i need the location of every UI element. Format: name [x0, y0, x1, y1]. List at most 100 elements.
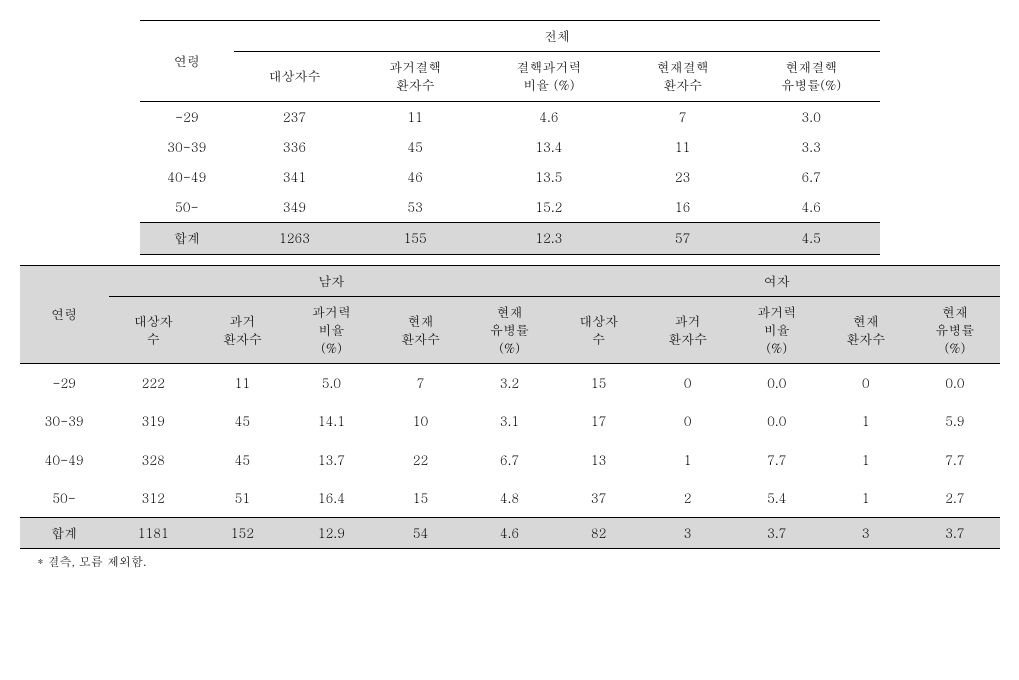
cell: 328: [109, 441, 198, 479]
cell: 7: [622, 101, 743, 132]
cell: 4.6: [743, 192, 880, 223]
t2-fcol-3: 현재 환자수: [821, 296, 910, 364]
summary-table-total: 연령 전체 대상자수 과거결핵 환자수 결핵과거력 비율 (%) 현재결핵 환자…: [140, 20, 880, 255]
cell: 0: [643, 364, 732, 403]
cell: 3.1: [465, 402, 554, 440]
table-row: 40-49 341 46 13.5 23 6.7: [140, 162, 880, 192]
cell: 5.0: [287, 364, 376, 403]
cell: 합계: [140, 223, 235, 254]
t2-mcol-2: 과거력 비율 (%): [287, 296, 376, 364]
cell: 155: [355, 223, 476, 254]
cell: 50-: [140, 192, 235, 223]
cell: 0: [643, 402, 732, 440]
cell: 4.8: [465, 479, 554, 518]
cell: 7: [376, 364, 465, 403]
t1-col-3: 현재결핵 환자수: [622, 52, 743, 101]
cell: 53: [355, 192, 476, 223]
table-row: -29 222 11 5.0 7 3.2 15 0 0.0 0 0.0: [20, 364, 1000, 403]
cell: 222: [109, 364, 198, 403]
t1-age-header: 연령: [140, 21, 235, 102]
t2-mcol-0: 대상자 수: [109, 296, 198, 364]
cell: 30-39: [20, 402, 109, 440]
t1-col-2: 결핵과거력 비율 (%): [476, 52, 623, 101]
t1-col-1: 과거결핵 환자수: [355, 52, 476, 101]
cell: 30-39: [140, 132, 235, 162]
cell: 합계: [20, 518, 109, 549]
t2-mcol-1: 과거 환자수: [198, 296, 287, 364]
cell: 13.4: [476, 132, 623, 162]
total-row: 합계 1263 155 12.3 57 4.5: [140, 223, 880, 254]
cell: 6.7: [465, 441, 554, 479]
table-row: 40-49 328 45 13.7 22 6.7 13 1 7.7 1 7.7: [20, 441, 1000, 479]
t2-mcol-3: 현재 환자수: [376, 296, 465, 364]
cell: 7.7: [732, 441, 821, 479]
table-row: 30-39 336 45 13.4 11 3.3: [140, 132, 880, 162]
cell: -29: [20, 364, 109, 403]
cell: 13: [554, 441, 643, 479]
cell: 16.4: [287, 479, 376, 518]
cell: 14.1: [287, 402, 376, 440]
cell: 349: [234, 192, 355, 223]
t1-col-4: 현재결핵 유병률(%): [743, 52, 880, 101]
cell: 23: [622, 162, 743, 192]
cell: 319: [109, 402, 198, 440]
cell: 4.6: [476, 101, 623, 132]
cell: 1: [821, 402, 910, 440]
cell: 15: [376, 479, 465, 518]
summary-table-by-sex: 연령 남자 여자 대상자 수 과거 환자수 과거력 비율 (%) 현재 환자수 …: [20, 265, 1000, 550]
cell: 1: [821, 441, 910, 479]
table-row: 50- 349 53 15.2 16 4.6: [140, 192, 880, 223]
cell: 336: [234, 132, 355, 162]
cell: 16: [622, 192, 743, 223]
cell: 17: [554, 402, 643, 440]
cell: 2: [643, 479, 732, 518]
table-row: 50- 312 51 16.4 15 4.8 37 2 5.4 1 2.7: [20, 479, 1000, 518]
cell: 46: [355, 162, 476, 192]
cell: 40-49: [140, 162, 235, 192]
t2-fcol-4: 현재 유병률 (%): [910, 296, 999, 364]
t2-mcol-4: 현재 유병률 (%): [465, 296, 554, 364]
cell: 0.0: [732, 402, 821, 440]
cell: 3.3: [743, 132, 880, 162]
cell: 312: [109, 479, 198, 518]
cell: 82: [554, 518, 643, 549]
cell: 3.0: [743, 101, 880, 132]
table-row: -29 237 11 4.6 7 3.0: [140, 101, 880, 132]
cell: 6.7: [743, 162, 880, 192]
cell: 341: [234, 162, 355, 192]
cell: 51: [198, 479, 287, 518]
total-row: 합계 1181 152 12.9 54 4.6 82 3 3.7 3 3.7: [20, 518, 1000, 549]
cell: 0.0: [732, 364, 821, 403]
t2-female-header: 여자: [554, 265, 999, 296]
cell: 37: [554, 479, 643, 518]
cell: 45: [198, 402, 287, 440]
cell: 13.5: [476, 162, 623, 192]
cell: 3.7: [910, 518, 999, 549]
cell: 40-49: [20, 441, 109, 479]
cell: 15.2: [476, 192, 623, 223]
cell: 11: [355, 101, 476, 132]
cell: 15: [554, 364, 643, 403]
cell: 2.7: [910, 479, 999, 518]
cell: 45: [198, 441, 287, 479]
cell: 4.6: [465, 518, 554, 549]
t1-group-header: 전체: [234, 21, 879, 52]
cell: 13.7: [287, 441, 376, 479]
cell: 3.7: [732, 518, 821, 549]
cell: 3: [643, 518, 732, 549]
cell: 1263: [234, 223, 355, 254]
table-row: 30-39 319 45 14.1 10 3.1 17 0 0.0 1 5.9: [20, 402, 1000, 440]
cell: 4.5: [743, 223, 880, 254]
cell: 0.0: [910, 364, 999, 403]
t2-male-header: 남자: [109, 265, 554, 296]
cell: 1: [643, 441, 732, 479]
cell: 7.7: [910, 441, 999, 479]
cell: 50-: [20, 479, 109, 518]
cell: 1181: [109, 518, 198, 549]
t1-col-0: 대상자수: [234, 52, 355, 101]
cell: 45: [355, 132, 476, 162]
cell: 12.3: [476, 223, 623, 254]
cell: 12.9: [287, 518, 376, 549]
cell: 152: [198, 518, 287, 549]
t2-age-header: 연령: [20, 265, 109, 364]
